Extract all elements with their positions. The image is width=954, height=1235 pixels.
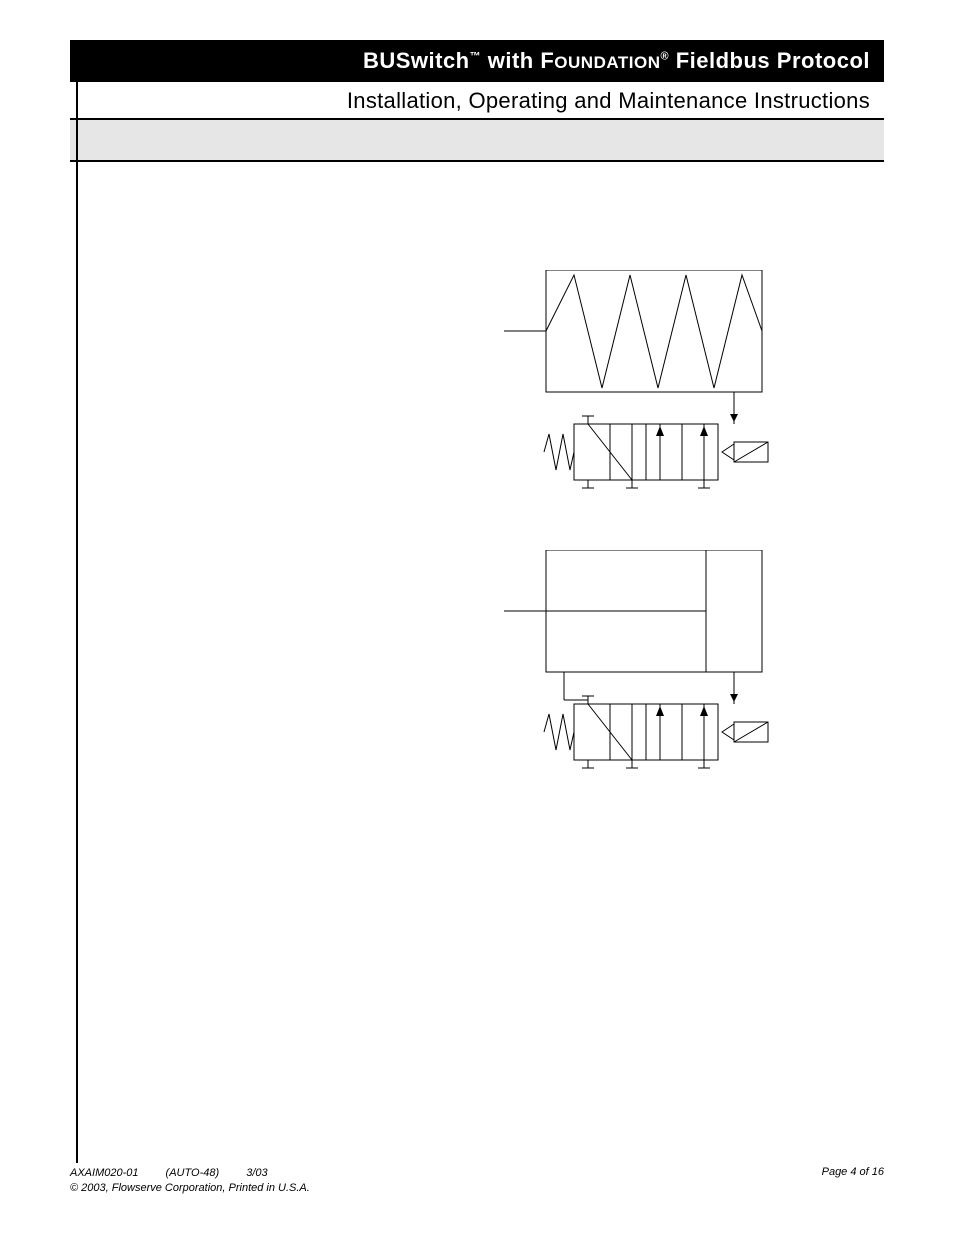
footer-copyright: © 2003, Flowserve Corporation, Printed i… xyxy=(70,1181,310,1195)
diagram-spring-return xyxy=(504,270,804,505)
title-tm: ™ xyxy=(470,51,482,63)
header-subtitle: Installation, Operating and Maintenance … xyxy=(70,82,884,118)
title-with: with xyxy=(481,48,540,73)
diagram-double-acting xyxy=(504,550,804,785)
content-area xyxy=(78,170,884,1163)
title-reg: ® xyxy=(660,51,669,63)
footer-page: Page 4 of 16 xyxy=(822,1166,884,1178)
footer-auto-code: (AUTO-48) xyxy=(166,1166,220,1180)
footer-left: AXAIM020-01 (AUTO-48) 3/03 © 2003, Flows… xyxy=(70,1166,310,1195)
schematic-2-svg xyxy=(504,550,804,780)
header-gray-band xyxy=(70,118,884,162)
title-foundation: FOUNDATION xyxy=(540,48,660,73)
title-part2: Fieldbus Protocol xyxy=(669,48,870,73)
header-black-bar: BUSwitch™ with FOUNDATION® Fieldbus Prot… xyxy=(70,40,884,82)
footer: AXAIM020-01 (AUTO-48) 3/03 © 2003, Flows… xyxy=(70,1166,884,1195)
left-rule xyxy=(70,40,78,1163)
footer-date: 3/03 xyxy=(246,1167,267,1179)
title-part1: BUSwitch xyxy=(363,48,470,73)
schematic-1-svg xyxy=(504,270,804,500)
page-container: BUSwitch™ with FOUNDATION® Fieldbus Prot… xyxy=(70,40,884,1195)
footer-doc-id: AXAIM020-01 xyxy=(70,1166,138,1180)
